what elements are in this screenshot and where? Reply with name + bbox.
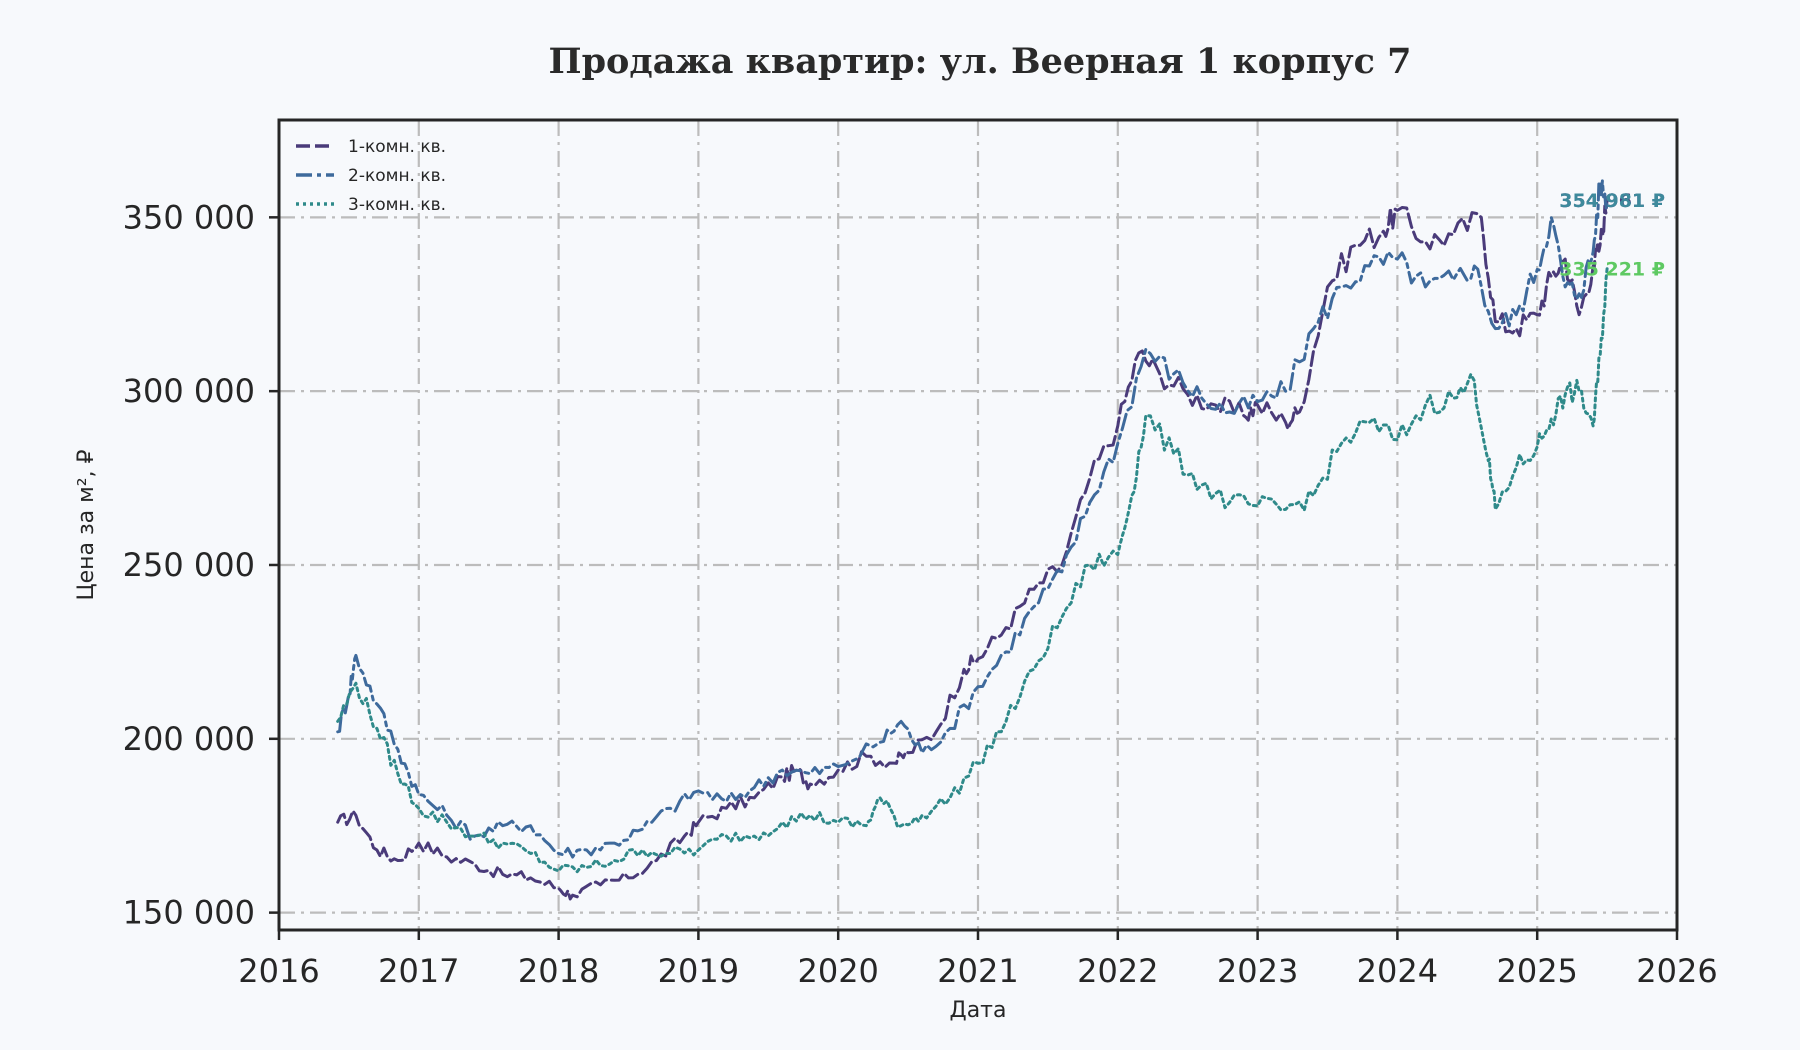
legend-label: 1-комн. кв.	[348, 137, 446, 157]
x-tick-label: 2016	[238, 952, 319, 990]
series-line	[336, 267, 1609, 874]
y-tick-label: 300 000	[123, 372, 255, 410]
y-tick-label: 350 000	[123, 198, 255, 236]
x-tick-label: 2017	[378, 952, 459, 990]
legend: 1-комн. кв. 2-комн. кв. 3-комн. кв.	[296, 137, 446, 215]
x-tick-label: 2021	[937, 952, 1018, 990]
series-line	[336, 179, 1609, 859]
x-tick-label: 2022	[1077, 952, 1158, 990]
series-line	[336, 198, 1609, 901]
x-tick-label: 2025	[1496, 952, 1577, 990]
y-axis-label: Цена за м², ₽	[74, 449, 99, 600]
chart-title: Продажа квартир: ул. Веерная 1 корпус 7	[549, 41, 1412, 82]
y-tick-label: 150 000	[123, 894, 255, 932]
x-tick-label: 2020	[797, 952, 878, 990]
y-tick-label: 200 000	[123, 720, 255, 758]
axis-ticks: 2016 2017 2018 2019 2020 2021 2022 2023 2024 2025…	[123, 198, 1718, 990]
grid	[279, 120, 1677, 930]
x-tick-label: 2023	[1217, 952, 1298, 990]
legend-label: 3-комн. кв.	[348, 195, 446, 215]
x-axis-label: Дата	[950, 998, 1007, 1023]
end-value-label: 354 981 ₽	[1559, 190, 1665, 212]
x-tick-label: 2018	[518, 952, 599, 990]
end-value-labels: 354 961 ₽354 981 ₽ 335 221 ₽	[1559, 190, 1665, 281]
x-tick-label: 2024	[1357, 952, 1438, 990]
legend-label: 2-комн. кв.	[348, 166, 446, 186]
end-value-label: 335 221 ₽	[1559, 259, 1665, 281]
series-lines	[336, 179, 1609, 901]
x-tick-label: 2019	[658, 952, 739, 990]
y-tick-label: 250 000	[123, 546, 255, 584]
end-value-label: 354 961 ₽	[1559, 190, 1665, 212]
x-tick-label: 2026	[1636, 952, 1717, 990]
